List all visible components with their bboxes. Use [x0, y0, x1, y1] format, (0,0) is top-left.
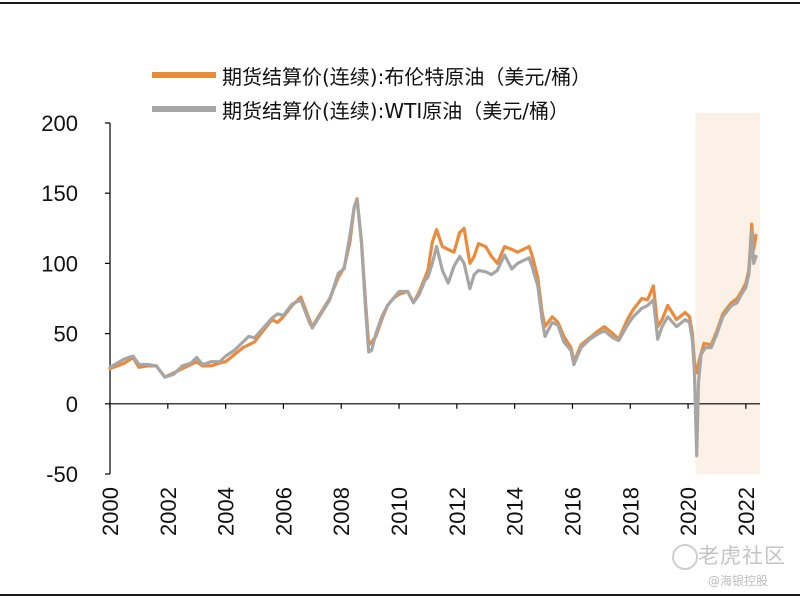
x-tick-label: 2020: [676, 487, 701, 536]
legend-item-wti: 期货结算价(连续):WTI原油（美元/桶）: [152, 92, 591, 126]
x-tick-label: 2004: [214, 487, 239, 536]
y-tick-label: 150: [41, 181, 78, 206]
y-tick-label: 100: [41, 251, 78, 276]
legend-label-brent: 期货结算价(连续):布伦特原油（美元/桶）: [222, 64, 592, 89]
x-tick-label: 2014: [503, 487, 528, 536]
x-tick-label: 2008: [329, 487, 354, 536]
y-tick-label: 200: [41, 111, 78, 136]
legend: 期货结算价(连续):布伦特原油（美元/桶） 期货结算价(连续):WTI原油（美元…: [152, 58, 591, 126]
watermark-sub: @海银控股: [708, 574, 769, 588]
y-tick-label: 50: [54, 322, 78, 347]
legend-swatch-brent: [152, 72, 216, 78]
highlight-band: [695, 113, 760, 474]
x-tick-label: 2006: [271, 487, 296, 536]
x-tick-label: 2012: [445, 487, 470, 536]
x-tick-label: 2002: [156, 487, 181, 536]
x-tick-label: 2010: [387, 487, 412, 536]
series-line-brent: [108, 197, 758, 379]
bottom-rule: [0, 594, 800, 596]
y-tick-label: 0: [66, 392, 78, 417]
top-rule: [0, 2, 800, 4]
x-tick-label: 2022: [734, 487, 759, 536]
series-line-wti: [108, 198, 758, 458]
watermark-logo-icon: [672, 544, 698, 570]
watermark-main: 老虎社区: [698, 544, 786, 568]
legend-label-wti: 期货结算价(连续):WTI原油（美元/桶）: [222, 98, 569, 123]
x-tick-label: 2000: [98, 487, 123, 536]
legend-item-brent: 期货结算价(连续):布伦特原油（美元/桶）: [152, 58, 591, 92]
x-tick-label: 2018: [618, 487, 643, 536]
y-tick-label: -50: [46, 462, 78, 487]
x-tick-label: 2016: [560, 487, 585, 536]
legend-swatch-wti: [152, 106, 216, 112]
